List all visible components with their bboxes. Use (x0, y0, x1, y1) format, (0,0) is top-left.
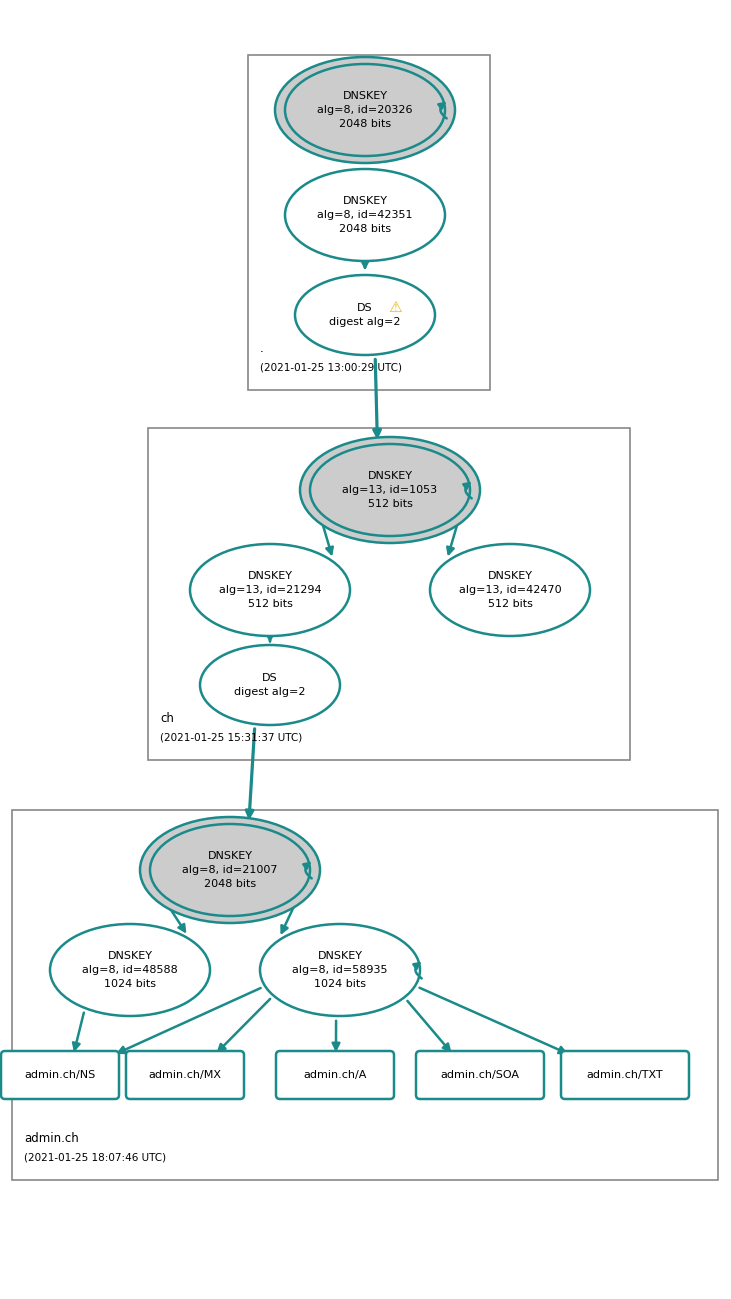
Bar (148, 427, 630, 760)
Ellipse shape (310, 444, 470, 536)
Text: (2021-01-25 18:07:46 UTC): (2021-01-25 18:07:46 UTC) (24, 1152, 166, 1163)
Ellipse shape (150, 824, 310, 916)
Text: DNSKEY
alg=8, id=58935
1024 bits: DNSKEY alg=8, id=58935 1024 bits (292, 951, 387, 989)
FancyBboxPatch shape (276, 1051, 394, 1099)
Bar (248, 55, 490, 390)
Ellipse shape (200, 646, 340, 725)
Text: DNSKEY
alg=8, id=42351
2048 bits: DNSKEY alg=8, id=42351 2048 bits (317, 196, 413, 234)
Text: DNSKEY
alg=8, id=48588
1024 bits: DNSKEY alg=8, id=48588 1024 bits (82, 951, 178, 989)
Bar (12, 811, 718, 1179)
FancyBboxPatch shape (126, 1051, 244, 1099)
Text: admin.ch/TXT: admin.ch/TXT (587, 1070, 663, 1079)
Ellipse shape (430, 544, 590, 637)
Text: DNSKEY
alg=8, id=20326
2048 bits: DNSKEY alg=8, id=20326 2048 bits (317, 91, 413, 129)
Text: .: . (260, 342, 264, 355)
Text: ch: ch (160, 712, 174, 725)
Text: admin.ch/A: admin.ch/A (303, 1070, 367, 1079)
FancyBboxPatch shape (1, 1051, 119, 1099)
FancyBboxPatch shape (561, 1051, 689, 1099)
Text: admin.ch/MX: admin.ch/MX (148, 1070, 221, 1079)
Text: DS
digest alg=2: DS digest alg=2 (234, 673, 306, 698)
Ellipse shape (140, 817, 320, 924)
Text: ⚠: ⚠ (388, 300, 402, 314)
Ellipse shape (260, 924, 420, 1016)
Ellipse shape (275, 57, 455, 162)
Ellipse shape (285, 169, 445, 261)
Text: admin.ch: admin.ch (24, 1131, 79, 1144)
Text: (2021-01-25 15:31:37 UTC): (2021-01-25 15:31:37 UTC) (160, 733, 302, 742)
Text: admin.ch/SOA: admin.ch/SOA (441, 1070, 520, 1079)
Ellipse shape (300, 436, 480, 543)
Text: DS
digest alg=2: DS digest alg=2 (329, 303, 401, 327)
Text: DNSKEY
alg=13, id=1053
512 bits: DNSKEY alg=13, id=1053 512 bits (342, 472, 438, 509)
Text: DNSKEY
alg=13, id=42470
512 bits: DNSKEY alg=13, id=42470 512 bits (458, 572, 561, 609)
Ellipse shape (295, 275, 435, 355)
FancyBboxPatch shape (416, 1051, 544, 1099)
Text: (2021-01-25 13:00:29 UTC): (2021-01-25 13:00:29 UTC) (260, 362, 402, 372)
Ellipse shape (285, 64, 445, 156)
Text: DNSKEY
alg=13, id=21294
512 bits: DNSKEY alg=13, id=21294 512 bits (219, 572, 322, 609)
Ellipse shape (50, 924, 210, 1016)
Text: admin.ch/NS: admin.ch/NS (24, 1070, 96, 1079)
Text: DNSKEY
alg=8, id=21007
2048 bits: DNSKEY alg=8, id=21007 2048 bits (182, 851, 278, 889)
Ellipse shape (190, 544, 350, 637)
